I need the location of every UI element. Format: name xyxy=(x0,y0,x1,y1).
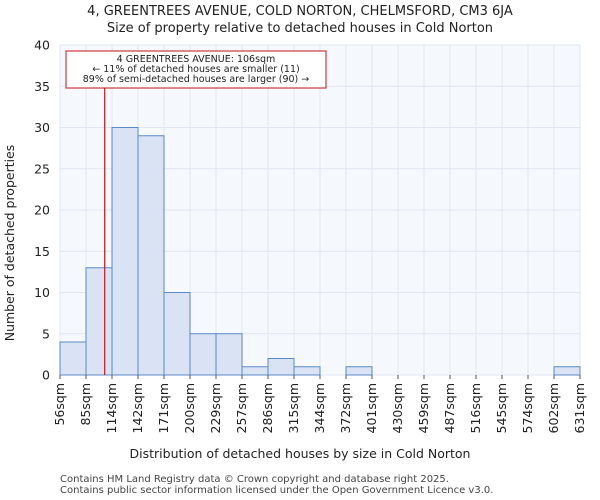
axis-layer: 0 5 10 15 20 25 30 35 40 56sqm 85sqm 114sqm 142sqm 17… xyxy=(34,38,587,434)
histogram-bar xyxy=(267,358,295,376)
histogram-bar xyxy=(163,292,191,376)
x-tick-label: 200sqm xyxy=(182,383,197,433)
histogram-bar xyxy=(111,127,139,376)
x-tick-label: 315sqm xyxy=(286,383,301,433)
x-tick-label: 372sqm xyxy=(338,383,353,433)
histogram-bar xyxy=(293,366,321,376)
x-tick-label: 344sqm xyxy=(312,383,327,433)
histogram-bar xyxy=(59,341,87,376)
footer-line2: Contains public sector information licen… xyxy=(60,485,494,496)
y-tick-label: 30 xyxy=(34,120,50,135)
chart-title: 4, GREENTREES AVENUE, COLD NORTON, CHELM… xyxy=(87,4,513,19)
y-tick-label: 20 xyxy=(34,203,50,218)
y-tick-label: 40 xyxy=(34,38,50,53)
y-tick-label: 35 xyxy=(34,79,50,94)
x-tick-label: 142sqm xyxy=(130,383,145,433)
y-tick-label: 0 xyxy=(42,368,50,383)
histogram-bar xyxy=(137,135,165,376)
x-tick-label: 602sqm xyxy=(546,383,561,433)
y-tick-label: 10 xyxy=(34,285,50,300)
x-tick-label: 430sqm xyxy=(390,383,405,433)
y-tick-label: 15 xyxy=(34,244,50,259)
x-tick-label: 286sqm xyxy=(260,383,275,433)
histogram-bar xyxy=(345,366,373,376)
x-tick-label: 459sqm xyxy=(416,383,431,433)
histogram-bar xyxy=(215,333,243,376)
histogram-bar xyxy=(189,333,217,376)
y-tick-label: 25 xyxy=(34,161,50,176)
annotation-frame xyxy=(65,50,327,89)
x-tick-label: 516sqm xyxy=(468,383,483,433)
x-tick-label: 229sqm xyxy=(208,383,223,433)
annotation-line2: ← 11% of detached houses are smaller (11… xyxy=(92,64,299,75)
x-tick-label: 545sqm xyxy=(494,383,509,433)
x-tick-label: 171sqm xyxy=(156,383,171,433)
x-tick-label: 631sqm xyxy=(572,383,587,433)
x-tick-label: 85sqm xyxy=(78,383,93,426)
annotation-line1: 4 GREENTREES AVENUE: 106sqm xyxy=(117,54,276,65)
y-axis-label: Number of detached properties xyxy=(2,145,17,342)
annotation-box: 4 GREENTREES AVENUE: 106sqm ← 11% of det… xyxy=(65,50,327,89)
histogram-bar xyxy=(553,366,581,376)
x-tick-label: 56sqm xyxy=(52,383,67,426)
x-tick-label: 401sqm xyxy=(364,383,379,433)
histogram-bar xyxy=(241,366,269,376)
bar-layer xyxy=(59,127,581,376)
x-axis-label: Distribution of detached houses by size … xyxy=(130,446,471,461)
x-tick-label: 574sqm xyxy=(520,383,535,433)
x-tick-label: 257sqm xyxy=(234,383,249,433)
y-tick-label: 5 xyxy=(42,326,50,341)
x-tick-label: 487sqm xyxy=(442,383,457,433)
histogram-bar xyxy=(85,267,113,376)
chart-subtitle: Size of property relative to detached ho… xyxy=(106,21,494,36)
annotation-line3: 89% of semi-detached houses are larger (… xyxy=(83,74,310,85)
footer-line1: Contains HM Land Registry data © Crown c… xyxy=(60,474,449,485)
x-tick-label: 114sqm xyxy=(104,383,119,433)
